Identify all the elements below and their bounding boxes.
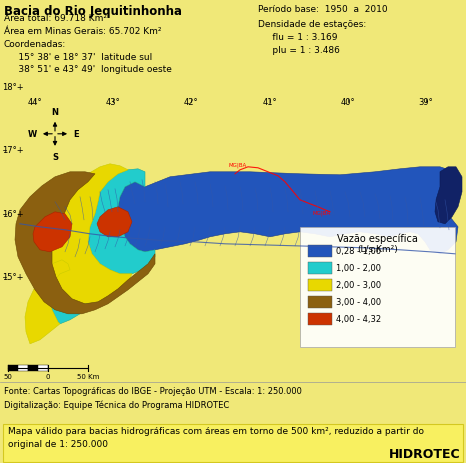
Polygon shape	[50, 270, 92, 324]
Text: Bacia do Rio Jequitinhonha: Bacia do Rio Jequitinhonha	[4, 5, 182, 18]
Text: 0,28 - 1,00: 0,28 - 1,00	[336, 247, 381, 256]
Text: 39°: 39°	[418, 98, 433, 106]
Polygon shape	[88, 169, 155, 274]
Polygon shape	[25, 260, 70, 344]
Text: 41°: 41°	[263, 98, 277, 106]
Text: 15°+: 15°+	[2, 273, 23, 282]
Text: N: N	[52, 107, 59, 117]
Text: Área total: 69.718 Km²
Área em Minas Gerais: 65.702 Km²
Coordenadas:
     15° 38: Área total: 69.718 Km² Área em Minas Ger…	[4, 14, 172, 74]
Text: Vazão específica: Vazão específica	[337, 233, 418, 244]
Bar	[308, 279, 332, 291]
Text: 40°: 40°	[341, 98, 355, 106]
Bar	[308, 262, 332, 274]
Text: 1,00 - 2,00: 1,00 - 2,00	[336, 264, 381, 273]
FancyBboxPatch shape	[300, 227, 455, 347]
Polygon shape	[118, 168, 460, 254]
Text: 43°: 43°	[106, 98, 120, 106]
Text: 4,00 - 4,32: 4,00 - 4,32	[336, 315, 381, 324]
Bar	[308, 245, 332, 257]
Text: Período base:  1950  a  2010: Período base: 1950 a 2010	[258, 5, 388, 14]
Polygon shape	[435, 168, 462, 224]
Text: 42°: 42°	[184, 98, 199, 106]
Bar	[308, 313, 332, 325]
Text: 50 Km: 50 Km	[77, 373, 99, 379]
Text: MG|BA: MG|BA	[313, 210, 331, 216]
Text: 0: 0	[46, 373, 50, 379]
Polygon shape	[33, 213, 72, 252]
Text: 44°: 44°	[27, 98, 42, 106]
Text: 17°+: 17°+	[2, 146, 24, 155]
Polygon shape	[15, 172, 155, 314]
Text: E: E	[73, 130, 79, 139]
Text: 50: 50	[4, 373, 13, 379]
Bar	[18, 365, 28, 371]
Bar	[38, 365, 48, 371]
Text: Fonte: Cartas Topográficas do IBGE - Projeção UTM - Escala: 1: 250.000
Digitaliz: Fonte: Cartas Topográficas do IBGE - Pro…	[4, 386, 302, 409]
Polygon shape	[97, 207, 132, 237]
Text: (L/s.Km²): (L/s.Km²)	[357, 244, 398, 253]
Text: S: S	[52, 152, 58, 162]
Bar	[28, 365, 38, 371]
Text: W: W	[28, 130, 37, 139]
Polygon shape	[52, 164, 132, 304]
Text: 3,00 - 4,00: 3,00 - 4,00	[336, 298, 381, 307]
Text: 18°+: 18°+	[2, 83, 24, 92]
Text: 16°+: 16°+	[2, 210, 24, 219]
Bar	[8, 365, 18, 371]
Text: Mapa válido para bacias hidrográficas com áreas em torno de 500 km², reduzido a : Mapa válido para bacias hidrográficas co…	[8, 426, 424, 448]
FancyBboxPatch shape	[3, 424, 463, 462]
Text: HIDROTEC: HIDROTEC	[388, 447, 460, 460]
Bar	[308, 296, 332, 308]
Text: Densidade de estações:
     flu = 1 : 3.169
     plu = 1 : 3.486: Densidade de estações: flu = 1 : 3.169 p…	[258, 20, 366, 55]
Text: 2,00 - 3,00: 2,00 - 3,00	[336, 281, 381, 290]
Text: MG|BA: MG|BA	[229, 163, 247, 168]
